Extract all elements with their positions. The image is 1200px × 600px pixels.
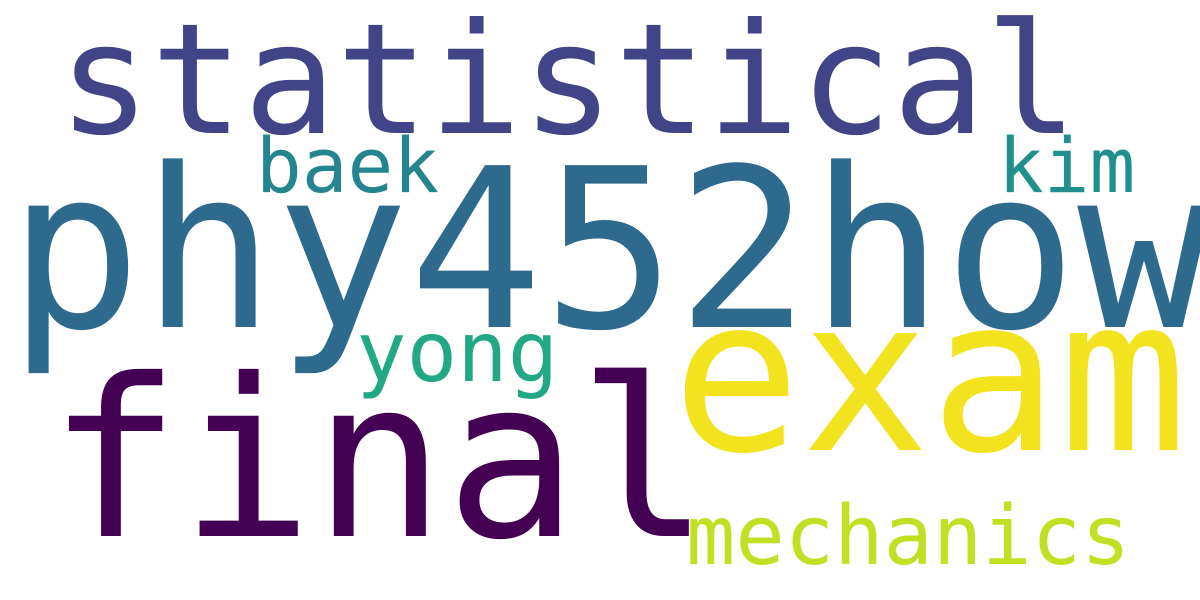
word-statistical: statistical	[58, 0, 1078, 170]
word-yong: yong	[356, 303, 559, 401]
word-mechanics: mechanics	[686, 489, 1131, 584]
word-exam: exam	[672, 252, 1188, 501]
word-kim: kim	[998, 121, 1136, 210]
word-final: final	[48, 332, 711, 588]
word-phy452how: phy452how	[8, 122, 1200, 380]
word-baek: baek	[256, 121, 440, 210]
